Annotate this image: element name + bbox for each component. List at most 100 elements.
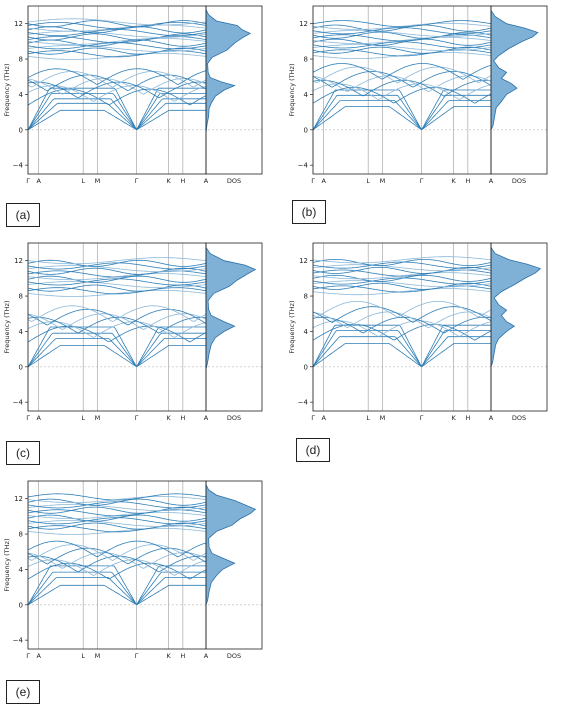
k-point-label: A xyxy=(489,414,494,422)
optical-band-mid xyxy=(313,320,491,338)
optical-band-high xyxy=(313,274,491,282)
optical-band-mid xyxy=(28,321,206,338)
optical-band-high xyxy=(313,20,491,28)
k-point-label: A xyxy=(36,177,41,185)
optical-band-high xyxy=(313,272,491,280)
acoustic-band xyxy=(313,330,491,368)
optical-band-high xyxy=(28,275,206,283)
y-tick-label: 0 xyxy=(19,363,23,371)
optical-band-high xyxy=(313,259,491,266)
dos-axis-label: DOS xyxy=(227,177,241,185)
k-point-label: M xyxy=(380,177,386,185)
y-tick-label: 8 xyxy=(19,531,23,539)
dos-curve xyxy=(490,246,542,367)
optical-band-high xyxy=(28,26,206,34)
k-point-label: A xyxy=(204,652,209,660)
optical-band-high xyxy=(28,514,206,522)
optical-band-mid xyxy=(313,323,491,341)
optical-band-high xyxy=(28,257,206,265)
optical-band-high xyxy=(28,281,206,289)
acoustic-band xyxy=(28,332,206,368)
optical-band-high xyxy=(28,30,206,38)
y-tick-label: 0 xyxy=(19,126,23,134)
optical-band-mid xyxy=(313,63,491,80)
optical-band-high xyxy=(28,278,206,286)
optical-band-mid xyxy=(313,70,491,88)
dos-axis-label: DOS xyxy=(227,652,241,660)
y-tick-label: 4 xyxy=(19,328,24,336)
optical-band-high xyxy=(28,522,206,530)
k-point-label: A xyxy=(321,177,326,185)
dos-curve xyxy=(205,246,257,370)
optical-band-mid xyxy=(313,75,491,93)
optical-band-high xyxy=(28,20,206,28)
optical-band-mid xyxy=(28,316,206,334)
optical-band-high xyxy=(28,289,206,297)
optical-band-mid xyxy=(28,540,206,558)
dos-plot-frame xyxy=(205,242,263,412)
y-tick-label: 4 xyxy=(19,91,24,99)
k-point-label: H xyxy=(180,177,185,185)
y-tick-label: −4 xyxy=(298,399,309,407)
acoustic-band xyxy=(28,102,206,131)
y-tick-label: 12 xyxy=(14,20,23,28)
optical-band-high xyxy=(313,24,491,32)
optical-band-high xyxy=(28,259,206,267)
k-point-label: M xyxy=(95,652,101,660)
k-point-label: Γ xyxy=(420,414,424,422)
optical-band-high xyxy=(28,267,206,275)
acoustic-band xyxy=(28,338,206,368)
k-point-label: M xyxy=(95,414,101,422)
phonon-bands xyxy=(28,18,206,131)
k-point-label: K xyxy=(166,652,171,660)
dos-axis-label: DOS xyxy=(512,414,526,422)
dos-plot-frame xyxy=(205,5,263,175)
k-point-label: Γ xyxy=(26,414,30,422)
y-tick-label: 0 xyxy=(19,601,23,609)
optical-band-mid xyxy=(28,78,206,95)
optical-band-high xyxy=(28,44,206,52)
optical-band-mid xyxy=(313,66,491,84)
k-point-label: M xyxy=(95,177,101,185)
k-point-label: Γ xyxy=(135,414,139,422)
dos-curve xyxy=(490,9,539,130)
optical-band-high xyxy=(313,34,491,42)
optical-band-high xyxy=(313,261,491,269)
optical-band-high xyxy=(313,282,491,290)
k-point-label: H xyxy=(180,414,185,422)
optical-band-high xyxy=(313,41,491,49)
optical-band-high xyxy=(313,277,491,285)
optical-band-high xyxy=(313,280,491,288)
optical-band-high xyxy=(313,22,491,30)
optical-band-high xyxy=(28,29,206,36)
acoustic-band xyxy=(313,106,491,131)
optical-band-mid xyxy=(28,559,206,576)
dos-axis-label: DOS xyxy=(227,414,241,422)
optical-band-high xyxy=(313,44,491,52)
optical-band-high xyxy=(313,264,491,272)
optical-band-high xyxy=(28,506,206,514)
optical-band-high xyxy=(313,38,491,46)
optical-band-high xyxy=(313,288,491,296)
k-point-label: H xyxy=(180,652,185,660)
optical-band-high xyxy=(28,18,206,26)
optical-band-high xyxy=(28,37,206,45)
acoustic-band xyxy=(313,324,491,367)
y-tick-label: 12 xyxy=(14,495,23,503)
optical-band-mid xyxy=(28,562,206,580)
k-point-label: Γ xyxy=(135,177,139,185)
y-axis-label: Frequency (THz) xyxy=(3,539,11,592)
optical-band-high xyxy=(313,285,491,293)
acoustic-band xyxy=(28,345,206,368)
acoustic-band xyxy=(313,89,491,130)
y-tick-label: 8 xyxy=(304,293,308,301)
optical-band-high xyxy=(313,29,491,37)
y-tick-label: 12 xyxy=(299,257,308,265)
optical-band-mid xyxy=(28,325,206,343)
k-point-label: K xyxy=(451,414,456,422)
k-point-label: Γ xyxy=(311,414,315,422)
k-point-label: L xyxy=(366,414,370,422)
optical-band-mid xyxy=(313,316,491,334)
